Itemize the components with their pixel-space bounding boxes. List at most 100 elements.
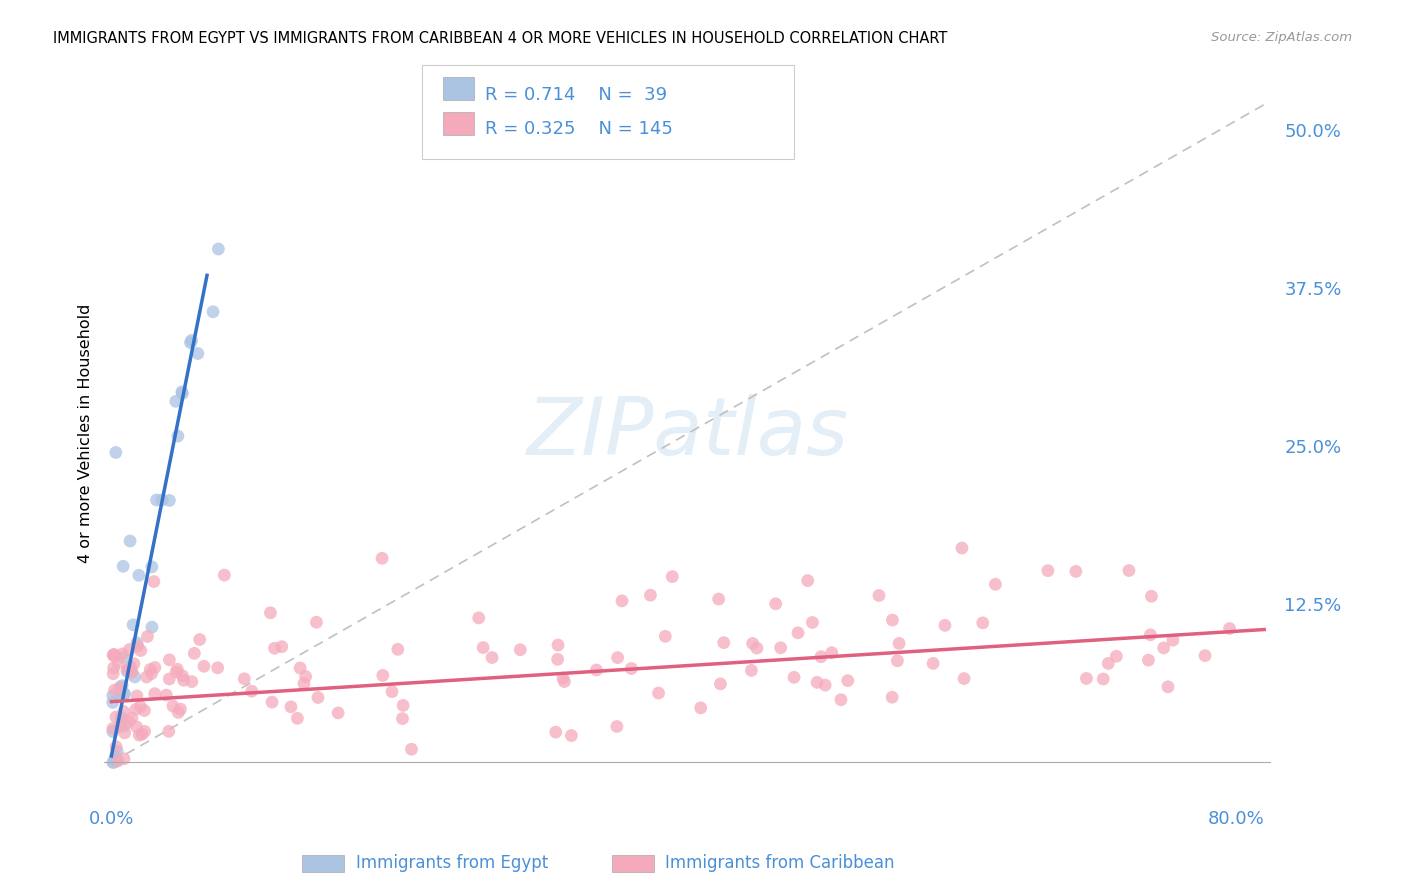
Point: [105, 744, 128, 758]
Point: [1157, 680, 1180, 694]
Point: [481, 650, 503, 665]
Point: [713, 635, 735, 649]
Point: [1036, 564, 1059, 578]
Point: [180, 674, 202, 689]
Point: [387, 642, 409, 657]
Point: [172, 386, 194, 401]
Point: [157, 653, 180, 667]
Point: [173, 673, 195, 688]
Point: [606, 650, 628, 665]
Point: [101, 756, 124, 770]
Point: [214, 568, 236, 582]
Point: [127, 639, 149, 653]
Text: Source: ZipAtlas.com: Source: ZipAtlas.com: [1212, 31, 1353, 45]
Point: [882, 613, 904, 627]
Point: [1139, 628, 1161, 642]
Point: [188, 632, 211, 647]
Point: [207, 661, 229, 675]
Point: [157, 672, 180, 686]
Point: [108, 681, 131, 695]
Point: [661, 569, 683, 583]
Point: [104, 445, 127, 459]
Point: [288, 661, 311, 675]
Point: [620, 661, 643, 675]
Text: Immigrants from Caribbean: Immigrants from Caribbean: [665, 854, 894, 871]
Point: [1097, 657, 1119, 671]
Point: [125, 702, 148, 716]
Point: [401, 742, 423, 756]
Point: [112, 559, 135, 574]
Point: [263, 641, 285, 656]
Text: R = 0.714    N =  39: R = 0.714 N = 39: [485, 86, 668, 103]
Point: [121, 711, 143, 725]
Point: [472, 640, 495, 655]
Point: [118, 714, 141, 729]
Point: [371, 668, 394, 682]
Point: [830, 692, 852, 706]
Point: [129, 699, 152, 714]
Point: [180, 334, 202, 348]
Point: [305, 615, 328, 630]
Point: [741, 636, 763, 650]
Point: [105, 710, 128, 724]
Point: [610, 594, 633, 608]
Point: [547, 638, 569, 652]
Point: [868, 589, 890, 603]
Point: [101, 648, 124, 662]
Point: [105, 754, 128, 768]
Point: [145, 493, 167, 508]
Point: [103, 648, 125, 662]
Point: [117, 663, 139, 677]
Point: [131, 727, 153, 741]
Point: [122, 657, 145, 671]
Point: [392, 698, 415, 713]
Point: [142, 574, 165, 589]
Point: [814, 678, 837, 692]
Point: [107, 754, 129, 768]
Point: [110, 681, 132, 695]
Text: R = 0.325    N = 145: R = 0.325 N = 145: [485, 120, 673, 138]
Point: [796, 574, 818, 588]
Point: [193, 659, 215, 673]
Point: [141, 620, 163, 634]
Point: [1161, 633, 1184, 648]
Point: [115, 664, 138, 678]
Point: [112, 752, 135, 766]
Point: [143, 687, 166, 701]
Point: [165, 665, 187, 679]
Point: [172, 669, 194, 683]
Point: [135, 670, 157, 684]
Point: [640, 588, 662, 602]
Point: [287, 711, 309, 725]
Point: [806, 675, 828, 690]
Point: [922, 657, 945, 671]
Point: [509, 642, 531, 657]
Point: [953, 672, 976, 686]
Point: [108, 719, 131, 733]
Point: [647, 686, 669, 700]
Point: [270, 640, 292, 654]
Y-axis label: 4 or more Vehicles in Household: 4 or more Vehicles in Household: [79, 304, 93, 563]
Point: [108, 690, 131, 704]
Point: [179, 335, 201, 350]
Point: [169, 702, 191, 716]
Point: [112, 705, 135, 719]
Point: [134, 704, 156, 718]
Point: [1064, 565, 1087, 579]
Point: [654, 629, 676, 643]
Point: [101, 722, 124, 736]
Point: [1194, 648, 1216, 663]
Point: [326, 706, 349, 720]
Point: [121, 665, 143, 679]
Point: [689, 701, 711, 715]
Point: [801, 615, 824, 630]
Point: [1118, 564, 1140, 578]
Point: [104, 649, 127, 664]
Point: [467, 611, 489, 625]
Point: [745, 641, 768, 656]
Point: [707, 592, 730, 607]
Point: [294, 669, 316, 683]
Point: [105, 739, 128, 754]
Point: [1219, 622, 1241, 636]
Point: [157, 724, 180, 739]
